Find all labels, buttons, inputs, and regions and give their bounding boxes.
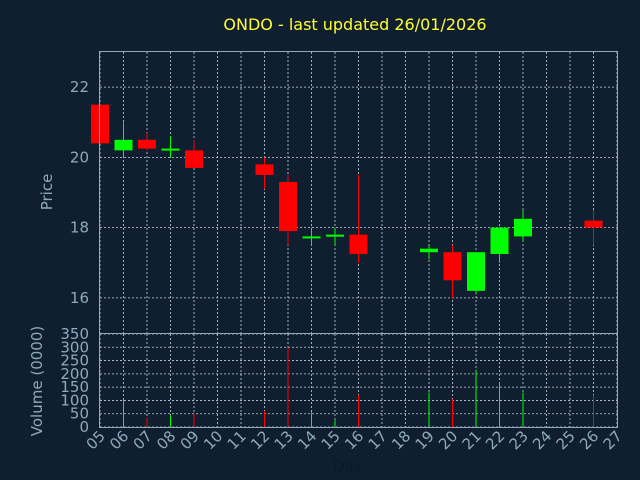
x-tick-label: 09 <box>177 427 203 453</box>
volume-tick-label: 200 <box>60 365 89 383</box>
price-axis-label: Price <box>38 174 56 211</box>
x-tick-label: 13 <box>271 427 297 453</box>
candle-body <box>514 218 532 237</box>
volume-tick-label: 100 <box>60 391 89 409</box>
candle-body <box>161 148 180 151</box>
x-tick-label: 12 <box>247 427 273 453</box>
volume-axis-label: Volume (0000) <box>28 326 46 436</box>
chart-title: ONDO - last updated 26/01/2026 <box>223 15 486 34</box>
x-tick-label: 14 <box>294 427 320 453</box>
volume-tick-label: 50 <box>70 405 89 423</box>
x-tick-label: 24 <box>529 427 555 453</box>
volume-tick-label: 350 <box>60 325 89 343</box>
x-axis-label: Day <box>333 457 363 475</box>
volume-panel-frame <box>99 333 618 428</box>
candle-body <box>114 139 133 151</box>
volume-tick-label: 300 <box>60 338 89 356</box>
candle-body <box>279 181 297 232</box>
candle-body <box>255 164 274 175</box>
price-tick-label: 20 <box>70 148 89 166</box>
x-tick-label: 20 <box>435 427 461 453</box>
x-tick-label: 06 <box>106 427 132 453</box>
candle-body <box>326 234 344 237</box>
volume-tick-label: 250 <box>60 352 89 370</box>
price-panel: 16 18 20 22 Price <box>38 51 618 334</box>
x-tick-label: 18 <box>388 427 414 453</box>
candle-body <box>185 150 203 168</box>
x-tick-label: 26 <box>576 427 602 453</box>
candle-body <box>302 236 321 239</box>
price-tick-label: 16 <box>70 289 89 307</box>
candle-body <box>138 139 156 149</box>
candle-body <box>349 234 368 254</box>
x-tick-label: 16 <box>341 427 367 453</box>
volume-tick-label: 150 <box>60 378 89 396</box>
x-tick-label: 19 <box>412 427 438 453</box>
volume-tick-label: 0 <box>79 418 89 436</box>
x-tick-label: 27 <box>600 427 626 453</box>
x-tick-label: 11 <box>224 427 250 453</box>
x-tick-label: 21 <box>459 427 485 453</box>
price-tick-label: 22 <box>70 78 89 96</box>
candle-body <box>584 220 603 228</box>
candle-body <box>467 252 485 291</box>
x-tick-label: 15 <box>318 427 344 453</box>
x-tick-label: 23 <box>506 427 532 453</box>
candle-body <box>420 248 438 253</box>
x-tick-label: 25 <box>553 427 579 453</box>
x-tick-label: 10 <box>200 427 226 453</box>
candle-body <box>490 227 509 254</box>
x-tick-label: 08 <box>153 427 179 453</box>
x-tick-label: 17 <box>365 427 391 453</box>
candle-body <box>443 252 462 281</box>
x-tick-label: 22 <box>482 427 508 453</box>
price-tick-label: 18 <box>70 219 89 237</box>
x-tick-label: 07 <box>130 427 156 453</box>
